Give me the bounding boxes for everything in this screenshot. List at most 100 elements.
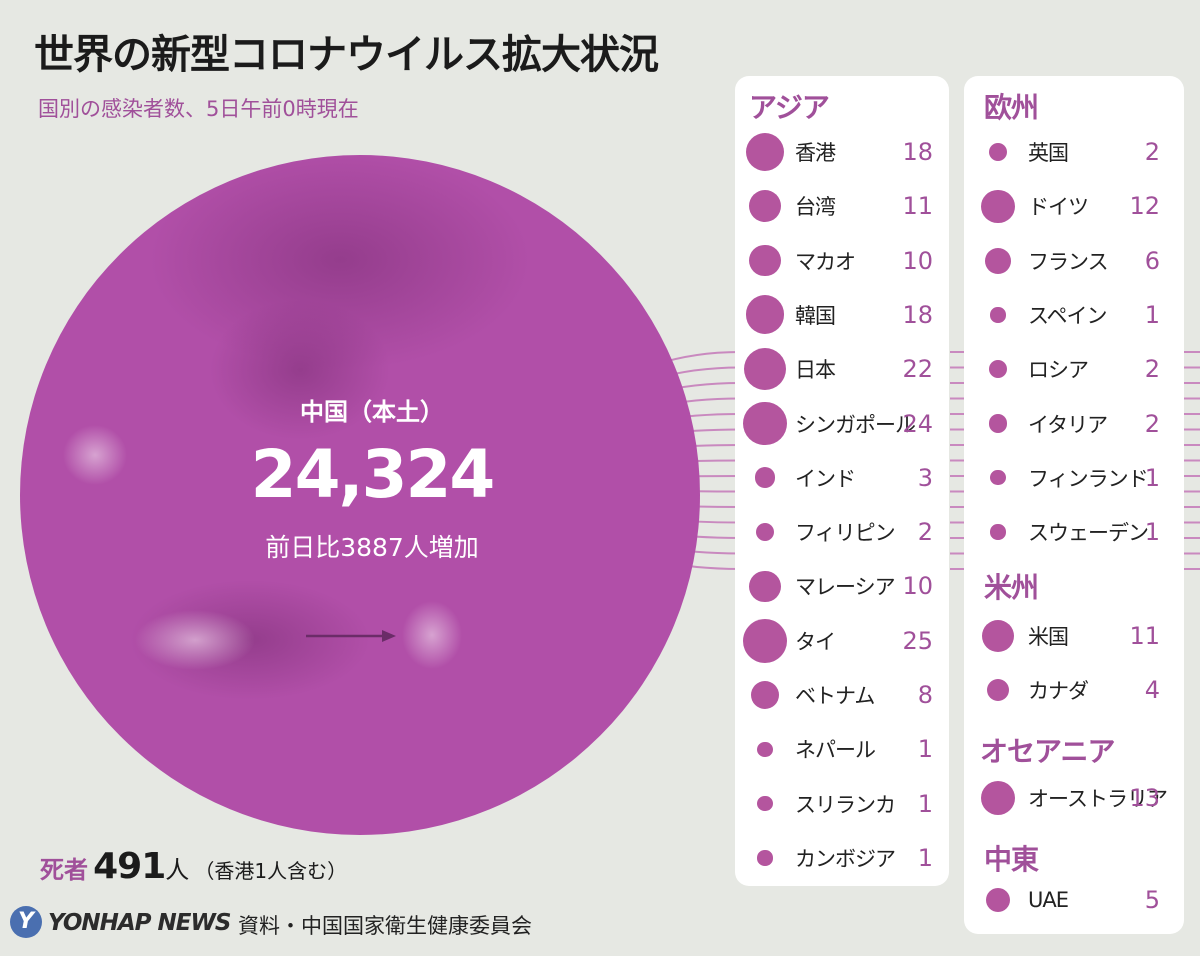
yonhap-logo-icon: Y (10, 906, 42, 938)
country-row: スリランカ 1 (743, 784, 933, 824)
country-row: 米国 11 (974, 616, 1160, 656)
country-name: フィリピン (795, 521, 896, 546)
country-name: カンボジア (795, 846, 896, 871)
country-row: スペイン 1 (974, 295, 1160, 335)
case-size-dot (750, 680, 780, 710)
country-row: ネパール 1 (743, 729, 933, 769)
china-label: 中国（本土） (300, 398, 444, 426)
deaths-note: （香港1人含む） (194, 859, 348, 883)
case-size-dot (749, 570, 781, 602)
country-name: シンガポール (795, 412, 916, 437)
country-name: 香港 (795, 141, 836, 165)
case-size-dot (757, 741, 773, 757)
country-row: フランス 6 (974, 241, 1160, 281)
country-row: オーストラリア 13 (974, 778, 1168, 818)
country-row: カナダ 4 (974, 670, 1160, 710)
case-count: 1 (1144, 300, 1160, 329)
region-oceania-title: オセアニア (980, 735, 1115, 768)
case-count: 13 (1129, 784, 1160, 812)
case-count: 10 (902, 572, 933, 601)
country-row: シンガポール 24 (743, 401, 933, 446)
source-credit: 資料・中国国家衛生健康委員会 (238, 914, 532, 938)
case-count: 22 (902, 355, 933, 384)
case-size-dot (981, 189, 1015, 223)
country-name: ドイツ (1028, 195, 1089, 220)
case-size-dot (743, 401, 787, 446)
deaths-summary: 死者 491人 （香港1人含む） (40, 846, 347, 887)
case-size-dot (990, 307, 1006, 323)
case-count: 11 (902, 192, 933, 221)
country-row: ロシア 2 (974, 349, 1160, 389)
case-count: 1 (1144, 518, 1160, 547)
case-count: 18 (902, 138, 933, 166)
region-middle-east-title: 中東 (984, 843, 1039, 876)
deaths-number: 491 (93, 846, 166, 887)
country-name: スペイン (1028, 303, 1108, 328)
page-subtitle: 国別の感染者数、5日午前0時現在 (38, 97, 359, 121)
country-name: 米国 (1028, 625, 1069, 649)
case-count: 4 (1144, 676, 1160, 704)
case-size-dot (743, 348, 787, 391)
case-count: 1 (917, 735, 933, 764)
country-row: UAE 5 (974, 880, 1160, 920)
region-americas-title: 米州 (984, 571, 1039, 604)
case-size-dot (986, 678, 1010, 702)
case-size-dot (754, 467, 776, 489)
case-size-dot (745, 132, 785, 172)
case-size-dot (743, 618, 787, 663)
case-count: 18 (902, 300, 933, 329)
case-count: 1 (917, 843, 933, 872)
region-asia-title: アジア (749, 91, 830, 124)
case-size-dot (988, 414, 1008, 433)
other-regions-panel: 欧州 英国 2 ドイツ 12 フランス 6 スペイン 1 ロシア 2 イタリア 2 フィンランド 1 スウェ… (964, 76, 1184, 934)
virus-texture (63, 155, 530, 700)
case-count: 6 (1144, 246, 1160, 275)
case-size-dot (745, 295, 785, 335)
country-name: マカオ (795, 249, 856, 274)
case-count: 2 (1144, 138, 1160, 166)
case-count: 8 (917, 681, 933, 709)
country-name: ベトナム (795, 684, 875, 708)
country-row: マカオ 10 (743, 241, 933, 281)
case-count: 1 (917, 789, 933, 818)
country-name: フィンランド (1028, 466, 1149, 491)
country-name: UAE (1028, 888, 1069, 912)
country-row: タイ 25 (743, 618, 933, 663)
country-row: 台湾 11 (743, 186, 933, 226)
country-name: 台湾 (795, 195, 836, 220)
country-name: インド (795, 466, 856, 491)
country-name: 英国 (1028, 141, 1069, 165)
country-row: フィリピン 2 (743, 512, 933, 552)
case-size-dot (980, 780, 1016, 816)
case-size-dot (749, 245, 781, 277)
case-count: 3 (917, 463, 933, 492)
right-connector-lines (950, 351, 1200, 570)
country-row: 日本 22 (743, 348, 933, 391)
case-size-dot (985, 247, 1011, 274)
case-count: 2 (1144, 355, 1160, 384)
china-change: 前日比3887人増加 (265, 533, 479, 562)
country-name: 日本 (795, 358, 836, 383)
country-name: スウェーデン (1028, 521, 1149, 546)
case-size-dot (990, 524, 1006, 540)
asia-panel: アジア 香港 18 台湾 11 マカオ 10 韓国 18 日本 22 シンガポール 24 インド 3 フィリ… (735, 76, 949, 886)
country-row: 韓国 18 (743, 295, 933, 335)
country-row: 英国 2 (974, 132, 1160, 172)
case-count: 12 (1129, 192, 1160, 221)
country-row: フィンランド 1 (974, 458, 1160, 498)
case-count: 10 (902, 246, 933, 275)
country-row: カンボジア 1 (743, 838, 933, 878)
country-name: イタリア (1028, 412, 1108, 437)
case-size-dot (988, 360, 1008, 379)
case-size-dot (755, 522, 775, 542)
country-name: マレーシア (795, 575, 896, 600)
country-name: スリランカ (795, 792, 896, 817)
country-row: ドイツ 12 (974, 186, 1160, 226)
country-name: 韓国 (795, 303, 836, 328)
case-count: 11 (1129, 622, 1160, 650)
deaths-label: 死者 (40, 856, 88, 884)
country-row: インド 3 (743, 458, 933, 498)
country-name: タイ (795, 629, 836, 654)
case-size-dot (981, 619, 1015, 653)
case-size-dot (990, 470, 1006, 486)
